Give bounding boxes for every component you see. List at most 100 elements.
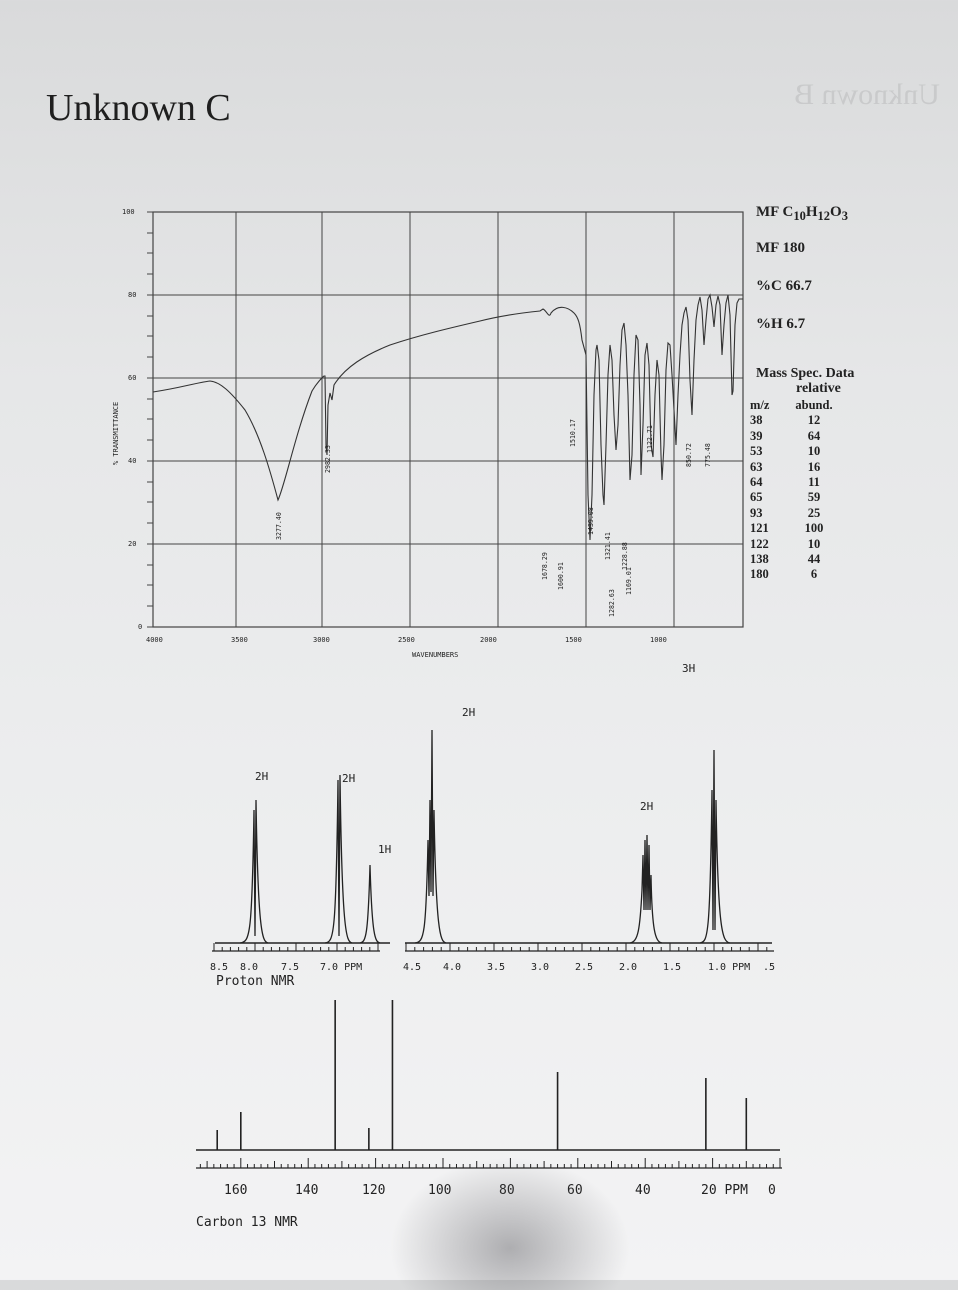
cnmr-tick-label: 100 (428, 1183, 451, 1198)
mass-spec-row: 64 11 (750, 475, 840, 490)
ir-y-tick: 80 (128, 291, 136, 299)
hnmr-tick-label: 8.0 (240, 962, 258, 973)
ir-x-tick: 3000 (313, 636, 330, 644)
ir-x-tick: 3500 (231, 636, 248, 644)
hnmr-tick-label: 7.0 PPM (320, 962, 362, 973)
mz-value: 64 (750, 475, 763, 490)
molecular-formula: MF C10H12O3 (756, 204, 848, 224)
ir-peak-label: 1600.91 (557, 562, 565, 590)
ir-y-tick: 60 (128, 374, 136, 382)
mass-spec-header-row: m/z abund. (750, 398, 840, 413)
cnmr-tick-label: 160 (224, 1183, 247, 1198)
ir-x-axis-label: WAVENUMBERS (412, 651, 458, 659)
hnmr-tick-label: 4.5 (403, 962, 421, 973)
ir-spectrum: 100 80 60 40 20 0 % TRANSMITTANCE 4000 3… (112, 208, 744, 659)
ir-peak-label: 775.48 (704, 443, 712, 467)
ir-peak-label: 1122.71 (646, 425, 654, 453)
ir-peak-label: 850.72 (685, 443, 693, 467)
cnmr-tick-label: 120 (362, 1183, 385, 1198)
abund-value: 6 (810, 567, 818, 582)
hnmr-peak-7.0 (324, 774, 353, 944)
page-title: Unknown C (46, 87, 231, 129)
mass-spec-table: m/z abund. 38 12 39 64 53 10 63 16 64 11 65 59 93 25 1… (750, 398, 840, 583)
cnmr-tick-label: 40 (635, 1183, 651, 1198)
ir-peak-label: 2982.33 (324, 445, 332, 473)
hnmr-peaks (239, 729, 731, 944)
abund-value: 16 (807, 459, 821, 474)
ir-y-tick: 20 (128, 540, 136, 548)
abund-value: 44 (807, 552, 821, 567)
abund-value: 25 (807, 505, 821, 520)
abund-value: 100 (804, 521, 824, 536)
hnmr-integration: 2H (255, 770, 268, 783)
hnmr-label: Proton NMR (216, 974, 294, 989)
hnmr-peak-6.6 (359, 864, 381, 944)
ir-y-axis-label: % TRANSMITTANCE (112, 402, 120, 465)
cnmr-tick-label: 0 (768, 1183, 776, 1198)
hnmr-integration: 2H (342, 772, 355, 785)
hnmr-integration: 2H (462, 706, 475, 719)
hnmr-tick-label: 1.0 PPM (708, 962, 750, 973)
hnmr-tick-label: 3.0 (531, 962, 549, 973)
abund-value: 59 (807, 490, 821, 505)
mz-value: 38 (750, 413, 763, 428)
hnmr-tick-label: 2.5 (575, 962, 593, 973)
abund-value: 10 (807, 536, 821, 551)
ir-x-tick: 2500 (398, 636, 415, 644)
mass-spec-row: 63 16 (750, 460, 840, 475)
cnmr-tick-label: 20 PPM (701, 1183, 748, 1198)
percent-carbon: %C 66.7 (756, 278, 812, 294)
mass-spec-row: 65 59 (750, 490, 840, 505)
ir-x-tick: 1500 (565, 636, 582, 644)
mf-formula: C10H12O3 (782, 204, 848, 223)
ir-x-tick: 2000 (480, 636, 497, 644)
hnmr-peak-4.3 (414, 729, 447, 944)
abund-col-header: abund. (795, 398, 833, 412)
abund-value: 10 (807, 444, 821, 459)
hnmr-tick-label: .5 (763, 962, 775, 973)
ir-peak-label: 1282.63 (608, 589, 616, 617)
abund-value: 64 (807, 428, 821, 443)
mass-spec-row: 122 10 (750, 537, 840, 552)
hand-shadow (380, 1150, 640, 1290)
mz-value: 180 (750, 567, 769, 582)
hnmr-tick-label: 3.5 (487, 962, 505, 973)
hnmr-tick-label: 1.5 (663, 962, 681, 973)
ir-x-tick: 4000 (146, 636, 163, 644)
mz-value: 93 (750, 505, 763, 520)
cnmr-peaks (216, 1000, 748, 1150)
hnmr-axis-ticks (213, 943, 768, 951)
ir-y-tick: 0 (138, 623, 142, 631)
hnmr-tick-label: 2.0 (619, 962, 637, 973)
ir-peak-label: 3277.40 (275, 512, 283, 540)
ir-y-tick: 40 (128, 457, 136, 465)
ir-y-tick: 100 (122, 208, 135, 216)
ir-peak-label: 1678.29 (541, 552, 549, 580)
hnmr-peak-1.8 (629, 834, 663, 944)
mass-spec-row: 93 25 (750, 506, 840, 521)
ir-peak-label: 1228.88 (621, 542, 629, 570)
bleed-through-text: Unknown B (794, 78, 940, 111)
ir-peak-label: 1321.41 (604, 532, 612, 560)
mz-value: 65 (750, 490, 763, 505)
proton-nmr-spectrum: 2H 2H 1H 2H 2H 3H 8.5 8.0 7.5 7.0 PPM 4.… (210, 662, 775, 989)
mz-value: 122 (750, 536, 769, 551)
carbon13-nmr-spectrum: 160 140 120 100 80 60 40 20 PPM 0 Carbon… (196, 1000, 782, 1230)
mass-spec-row: 53 10 (750, 444, 840, 459)
ir-x-tick: 1000 (650, 636, 667, 644)
mz-value: 39 (750, 428, 763, 443)
abund-value: 12 (807, 413, 821, 428)
ir-peak-label: 1439.08 (587, 507, 595, 535)
ir-peak-label: 1510.17 (569, 419, 577, 447)
mass-spec-row: 38 12 (750, 413, 840, 428)
mass-spec-header: Mass Spec. Data relative (756, 366, 854, 396)
hnmr-peak-1.0 (699, 749, 731, 944)
cnmr-tick-label: 80 (499, 1183, 515, 1198)
mass-spec-relative: relative (796, 381, 841, 396)
hnmr-tick-label: 4.0 (443, 962, 461, 973)
mass-spec-row: 39 64 (750, 429, 840, 444)
hnmr-integration: 3H (682, 662, 695, 675)
ir-y-minor-ticks (147, 211, 153, 628)
hnmr-integration: 1H (378, 843, 391, 856)
mz-value: 121 (750, 521, 769, 536)
